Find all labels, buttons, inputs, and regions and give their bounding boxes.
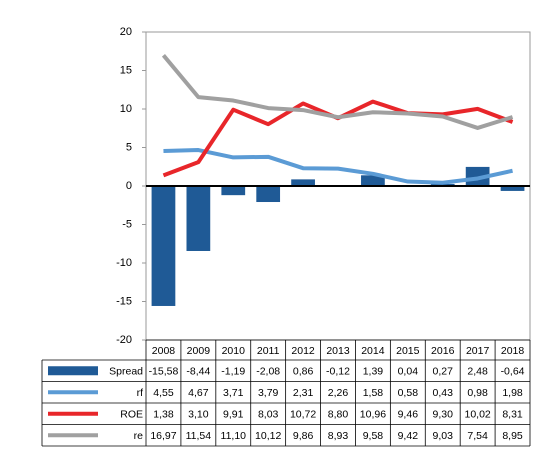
x-tick-label: 2008 [152, 345, 176, 357]
bar [221, 186, 246, 196]
x-tick-label: 2012 [291, 345, 315, 357]
table-cell: 10,12 [255, 430, 281, 442]
table-cell: 4,67 [188, 387, 209, 399]
table-cell: 3,71 [223, 387, 244, 399]
table-cell: 4,55 [153, 387, 174, 399]
y-tick-label: -20 [116, 334, 132, 346]
x-tick-label: 2011 [257, 345, 280, 357]
bar [291, 179, 315, 186]
table-cell: 3,79 [258, 387, 279, 399]
table-cell: 8,31 [502, 409, 523, 421]
table-cell: 0,43 [433, 387, 454, 399]
table-cell: 10,72 [290, 409, 316, 421]
table-cell: 9,03 [433, 430, 454, 442]
legend-label: re [134, 430, 143, 442]
table-cell: 2,48 [467, 366, 488, 378]
x-tick-label: 2016 [431, 345, 455, 357]
x-tick-label: 2015 [396, 345, 420, 357]
table-cell: -8,44 [186, 366, 210, 378]
legend-label: Spread [109, 366, 143, 378]
table-cell: 0,27 [433, 366, 454, 378]
bar [500, 186, 525, 191]
table-cell: 7,54 [467, 430, 488, 442]
x-tick-label: 2010 [222, 345, 246, 357]
table-cell: 2,26 [328, 387, 349, 399]
x-tick-label: 2009 [187, 345, 211, 357]
legend-label: ROE [120, 409, 143, 421]
table-cell: 1,58 [363, 387, 384, 399]
table-cell: 8,80 [328, 409, 349, 421]
x-tick-label: 2018 [501, 345, 525, 357]
table-cell: 9,42 [398, 430, 419, 442]
table-cell: 9,86 [293, 430, 314, 442]
table-cell: -2,08 [256, 366, 280, 378]
y-tick-label: 0 [126, 180, 132, 192]
y-tick-label: 10 [120, 103, 132, 115]
table-cell: 10,96 [360, 409, 386, 421]
table-cell: 9,91 [223, 409, 244, 421]
table-cell: 1,98 [502, 387, 523, 399]
x-tick-label: 2017 [466, 345, 490, 357]
table-cell: 8,93 [328, 430, 349, 442]
y-tick-label: -10 [116, 257, 132, 269]
table-cell: 16,97 [150, 430, 176, 442]
line [163, 148, 513, 185]
y-tick-label: 15 [120, 64, 132, 76]
table-cell: 9,30 [433, 409, 454, 421]
legend-label: rf [137, 387, 143, 399]
table-cell: 1,38 [153, 409, 174, 421]
y-tick-label: -15 [116, 295, 132, 307]
table-cell: -0,64 [501, 366, 525, 378]
table-cell: 9,46 [398, 409, 419, 421]
bar [151, 186, 176, 306]
table-cell: 2,31 [293, 387, 314, 399]
table-cell: 11,54 [186, 430, 212, 442]
line [161, 54, 514, 130]
bar [430, 183, 455, 186]
table-cell: 8,95 [502, 430, 523, 442]
table-cell: -0,12 [326, 366, 350, 378]
table-cell: 0,98 [467, 387, 488, 399]
y-tick-label: -5 [122, 218, 132, 230]
table-cell: 0,04 [398, 366, 419, 378]
table-cell: 9,58 [363, 430, 384, 442]
table-cell: 0,86 [293, 366, 314, 378]
table-cell: 10,02 [464, 409, 490, 421]
table-cell: -1,19 [221, 366, 245, 378]
table-cell: -15,58 [149, 366, 179, 378]
y-tick-label: 5 [126, 141, 132, 153]
x-tick-label: 2013 [326, 345, 350, 357]
x-tick-label: 2014 [361, 345, 385, 357]
table-cell: 3,10 [188, 409, 209, 421]
table-cell: 1,39 [363, 366, 384, 378]
table-cell: 11,10 [221, 430, 247, 442]
y-tick-label: 20 [120, 26, 132, 38]
bar [256, 186, 281, 203]
table-cell: 8,03 [258, 409, 279, 421]
bar [186, 186, 211, 251]
table-cell: 0,58 [398, 387, 419, 399]
bar [361, 175, 385, 186]
line [162, 99, 514, 178]
